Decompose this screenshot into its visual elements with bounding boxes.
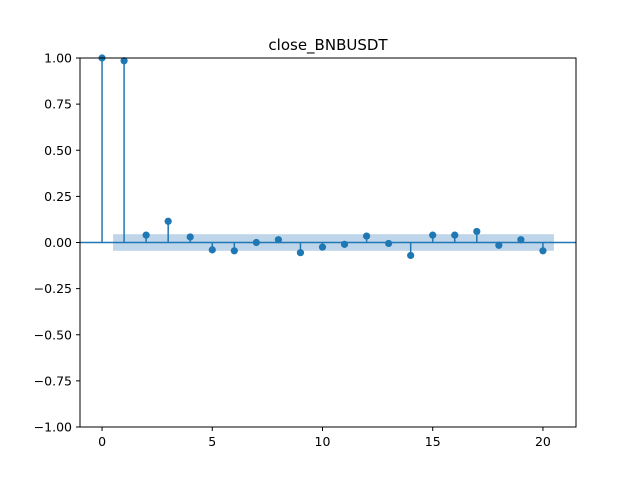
marker-lag-1 bbox=[120, 57, 128, 65]
marker-lag-2 bbox=[142, 231, 150, 239]
marker-lag-3 bbox=[164, 217, 172, 225]
x-axis-ticks: 0 5 10 15 20 bbox=[98, 427, 551, 449]
markers-layer bbox=[98, 54, 547, 260]
marker-lag-12 bbox=[362, 232, 371, 240]
y-tick-label-4: 0.00 bbox=[44, 235, 72, 250]
marker-lag-5 bbox=[208, 246, 216, 254]
x-tick-label-15: 15 bbox=[425, 434, 441, 449]
marker-lag-14 bbox=[407, 251, 415, 260]
marker-lag-6 bbox=[230, 247, 238, 255]
marker-lag-13 bbox=[385, 239, 393, 248]
y-axis-ticks: −1.00 −0.75 −0.50 −0.25 0.00 0.25 0.50 0.75 1.00 bbox=[34, 51, 80, 435]
marker-lag-17 bbox=[473, 227, 481, 236]
chart-title: close_BNBUSDT bbox=[268, 36, 388, 55]
marker-lag-11 bbox=[340, 240, 349, 248]
marker-lag-10 bbox=[318, 243, 327, 251]
marker-lag-7 bbox=[252, 238, 260, 247]
marker-lag-9 bbox=[296, 249, 305, 257]
x-tick-label-20: 20 bbox=[535, 434, 551, 449]
marker-lag-19 bbox=[517, 236, 525, 244]
y-tick-label-3: −0.25 bbox=[34, 281, 72, 296]
x-tick-label-5: 5 bbox=[208, 434, 216, 449]
y-tick-label-8: 1.00 bbox=[44, 51, 72, 66]
marker-lag-20 bbox=[539, 247, 547, 255]
marker-lag-16 bbox=[451, 231, 459, 239]
marker-lag-4 bbox=[186, 233, 194, 241]
y-tick-label-6: 0.50 bbox=[44, 143, 72, 158]
marker-lag-15 bbox=[429, 231, 437, 239]
y-tick-label-0: −1.00 bbox=[34, 420, 72, 435]
x-tick-label-0: 0 bbox=[98, 434, 106, 449]
y-tick-label-7: 0.75 bbox=[44, 97, 72, 112]
y-tick-label-2: −0.50 bbox=[34, 327, 72, 342]
marker-lag-8 bbox=[274, 236, 282, 244]
y-tick-label-1: −0.75 bbox=[34, 373, 72, 388]
y-tick-label-5: 0.25 bbox=[44, 189, 72, 204]
marker-lag-18 bbox=[495, 241, 503, 249]
x-tick-label-10: 10 bbox=[315, 434, 331, 449]
